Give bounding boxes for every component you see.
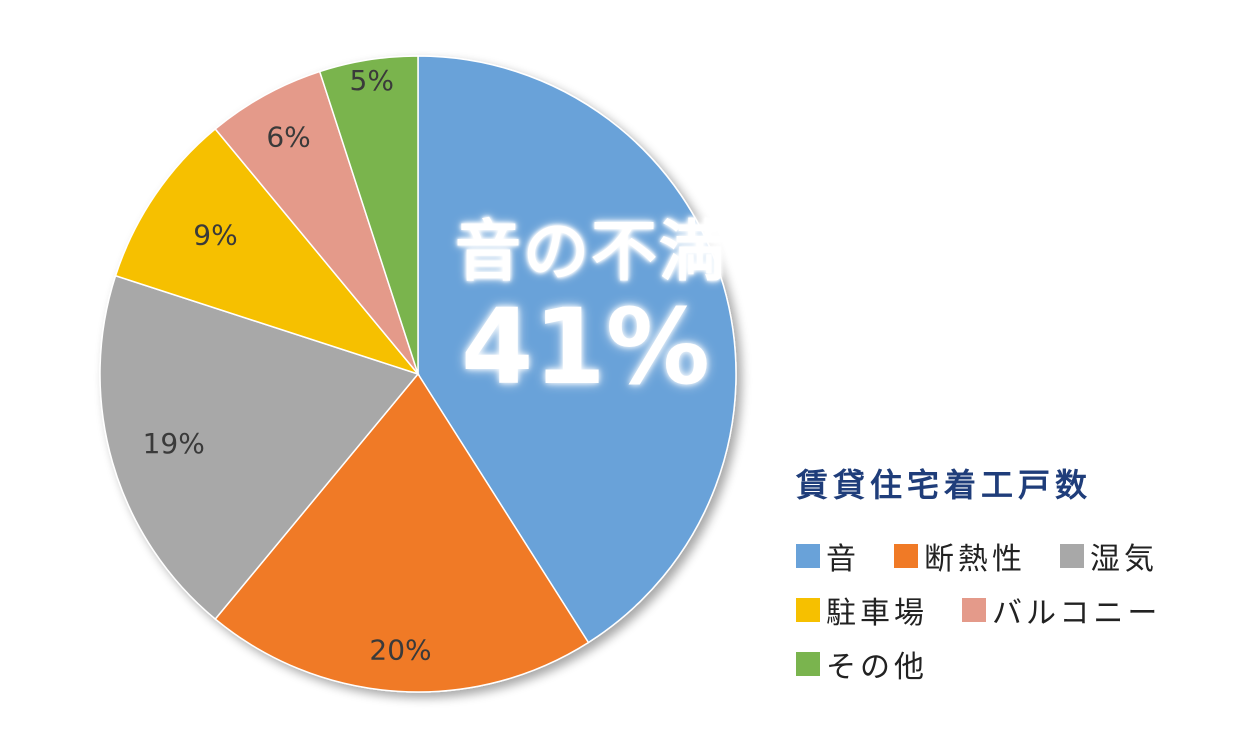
slice-value-label-5: 6%	[266, 121, 310, 154]
callout-title: 音の不満	[455, 213, 727, 290]
pie-slice-labels: 20% 19% 9% 6% 5%	[143, 64, 432, 667]
legend-row: 音 断熱性 湿気	[796, 529, 1236, 583]
callout-value: 41%	[461, 286, 710, 408]
legend-title: 賃貸住宅着工戸数	[796, 466, 1093, 504]
pie-slice-5	[214, 70, 419, 375]
slice-value-label-3: 19%	[143, 427, 205, 460]
legend-row: その他	[796, 637, 1236, 691]
slice-value-label-2: 20%	[369, 634, 431, 667]
slice-value-label-6: 5%	[350, 64, 394, 97]
pie-slice-4	[114, 127, 421, 376]
legend-item: 駐車場	[796, 588, 928, 632]
legend-label: 駐車場	[826, 596, 928, 631]
legend-swatch	[796, 544, 820, 568]
legend-label: 音	[826, 542, 860, 577]
slice-value-label-4: 9%	[193, 218, 237, 251]
legend-item: 湿気	[1060, 534, 1158, 578]
pie-slice-2	[214, 372, 590, 693]
legend-item: 音	[796, 534, 860, 578]
legend-label: 湿気	[1090, 542, 1158, 577]
legend: 賃貸住宅着工戸数 音 断熱性 湿気駐車場 バルコニーその他	[796, 465, 1236, 691]
legend-row: 駐車場 バルコニー	[796, 583, 1236, 637]
legend-swatch	[796, 652, 820, 676]
legend-item: その他	[796, 642, 928, 686]
legend-rows: 音 断熱性 湿気駐車場 バルコニーその他	[796, 529, 1236, 691]
pie-slice-3	[99, 274, 420, 621]
pie-slice-6	[318, 55, 419, 375]
legend-swatch	[796, 598, 820, 622]
legend-label: バルコニー	[992, 596, 1162, 631]
legend-swatch	[962, 598, 986, 622]
legend-item: 断熱性	[894, 534, 1026, 578]
legend-label: 断熱性	[924, 542, 1026, 577]
legend-item: バルコニー	[962, 588, 1161, 632]
legend-swatch	[1060, 544, 1084, 568]
pie-slices	[99, 55, 737, 693]
legend-swatch	[894, 544, 918, 568]
legend-label: その他	[826, 650, 928, 685]
pie-slice-1	[417, 55, 737, 644]
highlight-callout: 音の不満 41%	[455, 212, 795, 402]
